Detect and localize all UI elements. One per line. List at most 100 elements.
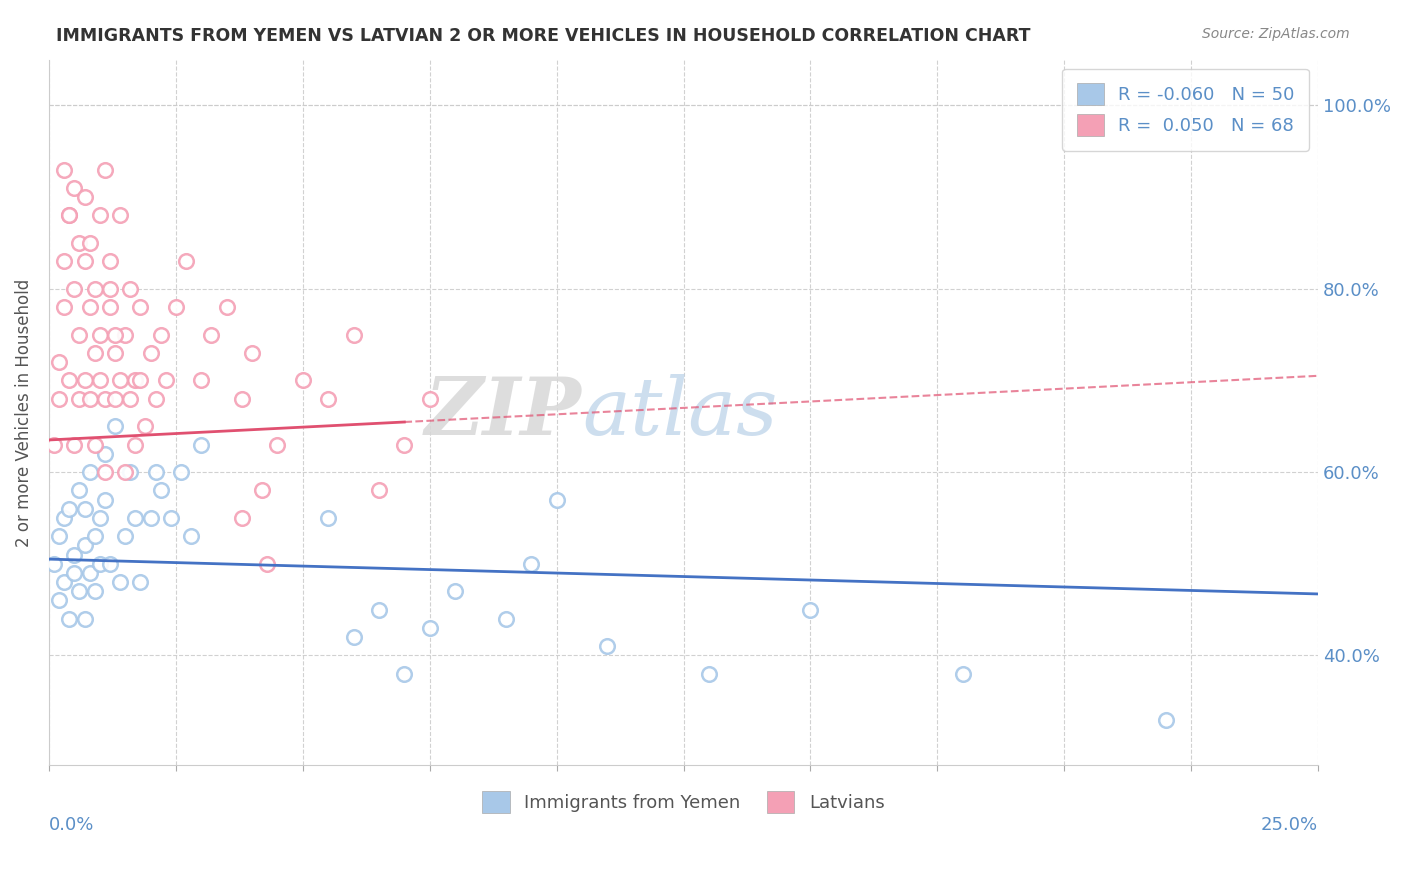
Point: [89, 557, 111, 571]
Point: [120, 282, 142, 296]
Point: [250, 483, 273, 498]
Point: [48, 529, 70, 543]
Point: [53, 575, 76, 590]
Point: [79, 300, 101, 314]
Point: [159, 511, 181, 525]
Point: [53, 300, 76, 314]
Point: [94, 492, 117, 507]
Point: [120, 392, 142, 406]
Point: [58, 612, 80, 626]
Point: [316, 392, 339, 406]
Point: [104, 392, 127, 406]
Point: [98, 557, 121, 571]
Point: [124, 511, 146, 525]
Point: [799, 602, 821, 616]
Point: [94, 392, 117, 406]
Point: [73, 254, 96, 268]
Point: [697, 666, 720, 681]
Point: [63, 181, 86, 195]
Point: [231, 511, 253, 525]
Point: [129, 373, 152, 387]
Point: [114, 465, 136, 479]
Point: [63, 282, 86, 296]
Point: [98, 300, 121, 314]
Point: [83, 584, 105, 599]
Point: [108, 373, 131, 387]
Legend: Immigrants from Yemen, Latvians: Immigrants from Yemen, Latvians: [475, 783, 891, 820]
Point: [165, 300, 187, 314]
Point: [42, 557, 65, 571]
Point: [58, 208, 80, 222]
Point: [42, 437, 65, 451]
Point: [266, 437, 288, 451]
Point: [316, 511, 339, 525]
Point: [520, 557, 543, 571]
Point: [67, 483, 90, 498]
Point: [79, 465, 101, 479]
Point: [83, 437, 105, 451]
Point: [48, 392, 70, 406]
Point: [104, 346, 127, 360]
Text: ZIP: ZIP: [425, 374, 582, 451]
Point: [546, 492, 568, 507]
Point: [48, 593, 70, 607]
Point: [190, 373, 212, 387]
Point: [67, 327, 90, 342]
Text: 25.0%: 25.0%: [1261, 816, 1319, 834]
Point: [79, 392, 101, 406]
Point: [155, 373, 177, 387]
Text: IMMIGRANTS FROM YEMEN VS LATVIAN 2 OR MORE VEHICLES IN HOUSEHOLD CORRELATION CHA: IMMIGRANTS FROM YEMEN VS LATVIAN 2 OR MO…: [56, 27, 1031, 45]
Point: [79, 235, 101, 250]
Point: [291, 373, 314, 387]
Point: [104, 419, 127, 434]
Point: [63, 437, 86, 451]
Point: [419, 392, 441, 406]
Point: [98, 254, 121, 268]
Point: [94, 465, 117, 479]
Point: [63, 548, 86, 562]
Point: [170, 465, 193, 479]
Point: [48, 355, 70, 369]
Point: [1154, 713, 1177, 727]
Text: 0.0%: 0.0%: [49, 816, 94, 834]
Point: [134, 419, 156, 434]
Point: [149, 483, 172, 498]
Point: [89, 327, 111, 342]
Point: [129, 300, 152, 314]
Point: [89, 208, 111, 222]
Point: [104, 327, 127, 342]
Point: [180, 529, 202, 543]
Point: [53, 511, 76, 525]
Point: [114, 529, 136, 543]
Point: [342, 630, 364, 644]
Point: [419, 621, 441, 635]
Point: [139, 346, 162, 360]
Point: [108, 208, 131, 222]
Point: [94, 447, 117, 461]
Point: [67, 235, 90, 250]
Point: [174, 254, 197, 268]
Point: [495, 612, 517, 626]
Point: [114, 327, 136, 342]
Point: [83, 282, 105, 296]
Point: [256, 557, 278, 571]
Point: [124, 437, 146, 451]
Point: [444, 584, 467, 599]
Point: [94, 162, 117, 177]
Y-axis label: 2 or more Vehicles in Household: 2 or more Vehicles in Household: [15, 278, 32, 547]
Point: [215, 300, 238, 314]
Point: [63, 566, 86, 580]
Point: [596, 639, 619, 653]
Point: [342, 327, 364, 342]
Point: [73, 373, 96, 387]
Point: [58, 208, 80, 222]
Point: [53, 162, 76, 177]
Point: [58, 373, 80, 387]
Point: [89, 373, 111, 387]
Point: [67, 584, 90, 599]
Point: [200, 327, 222, 342]
Point: [120, 465, 142, 479]
Text: atlas: atlas: [582, 374, 778, 451]
Point: [394, 437, 416, 451]
Point: [73, 612, 96, 626]
